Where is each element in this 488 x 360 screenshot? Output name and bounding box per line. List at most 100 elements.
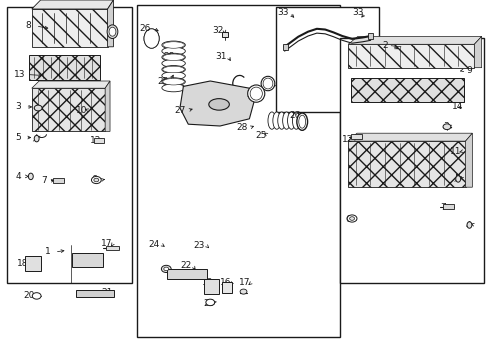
Ellipse shape [277, 112, 285, 129]
Text: 15: 15 [87, 256, 99, 264]
Ellipse shape [249, 87, 262, 100]
Ellipse shape [144, 29, 158, 48]
Text: 26: 26 [288, 111, 300, 120]
Ellipse shape [466, 222, 471, 228]
Ellipse shape [272, 112, 280, 129]
Bar [350, 134, 361, 139]
Polygon shape [347, 36, 481, 44]
Text: 4: 4 [16, 172, 21, 181]
Text: 21: 21 [101, 288, 112, 297]
Text: 28: 28 [236, 123, 248, 132]
Text: 30: 30 [263, 79, 275, 88]
Ellipse shape [162, 84, 185, 92]
Ellipse shape [162, 47, 185, 55]
Text: 24: 24 [148, 240, 160, 248]
Ellipse shape [34, 135, 39, 142]
Bar [221, 32, 228, 37]
Text: 7: 7 [439, 203, 445, 212]
Ellipse shape [163, 42, 184, 48]
Bar [32, 88, 105, 131]
Bar [276, 7, 378, 112]
Ellipse shape [282, 112, 290, 129]
Circle shape [161, 265, 171, 273]
Ellipse shape [298, 115, 305, 128]
Bar [25, 256, 41, 271]
Ellipse shape [263, 78, 272, 89]
Text: 12: 12 [89, 136, 101, 145]
Text: 33: 33 [352, 9, 364, 18]
Polygon shape [32, 81, 110, 88]
Text: 19: 19 [202, 278, 213, 287]
Text: 9: 9 [466, 66, 471, 75]
Circle shape [32, 293, 41, 299]
Text: 33: 33 [276, 9, 288, 18]
Text: 26: 26 [139, 23, 150, 32]
Ellipse shape [261, 76, 274, 91]
Text: 14: 14 [450, 102, 462, 112]
Text: 12: 12 [341, 135, 352, 144]
Circle shape [34, 105, 42, 111]
Bar [367, 33, 372, 39]
Text: 13: 13 [14, 70, 25, 79]
Ellipse shape [162, 66, 185, 73]
Text: 5: 5 [453, 174, 459, 183]
Text: 1: 1 [45, 248, 51, 256]
Ellipse shape [163, 54, 184, 60]
Bar [53, 178, 63, 183]
Bar [94, 138, 103, 143]
Ellipse shape [292, 112, 300, 129]
Text: 4: 4 [465, 220, 470, 230]
Text: 22: 22 [180, 261, 191, 270]
Text: 28: 28 [163, 52, 175, 61]
Text: 16: 16 [219, 278, 231, 287]
Ellipse shape [162, 53, 185, 61]
Text: 6: 6 [345, 215, 350, 224]
Bar [347, 141, 465, 187]
Text: 3: 3 [16, 102, 21, 112]
Circle shape [346, 215, 356, 222]
Bar [7, 7, 132, 283]
Text: 27: 27 [174, 106, 185, 115]
Polygon shape [107, 0, 113, 47]
Text: 20: 20 [23, 292, 35, 300]
Text: 11: 11 [449, 147, 461, 156]
Ellipse shape [145, 30, 157, 47]
Text: 7: 7 [41, 176, 47, 185]
Bar [282, 44, 287, 50]
Circle shape [349, 217, 354, 220]
Polygon shape [180, 81, 254, 126]
Text: 5: 5 [16, 133, 21, 142]
Text: 6: 6 [91, 175, 97, 184]
Text: 31: 31 [215, 52, 226, 61]
Text: 29: 29 [246, 90, 258, 99]
Ellipse shape [162, 72, 185, 80]
Text: 10: 10 [76, 106, 88, 115]
Text: 25: 25 [254, 130, 266, 139]
Bar [204, 279, 219, 294]
Circle shape [240, 289, 246, 294]
Circle shape [91, 176, 101, 184]
Polygon shape [473, 36, 481, 68]
Text: 2: 2 [381, 41, 387, 50]
Polygon shape [105, 81, 110, 131]
Ellipse shape [162, 41, 185, 49]
Ellipse shape [144, 29, 159, 48]
Polygon shape [32, 0, 113, 9]
Bar [339, 38, 483, 283]
Text: 20: 20 [203, 299, 214, 307]
Ellipse shape [162, 59, 185, 67]
Bar [442, 204, 453, 209]
Ellipse shape [162, 78, 185, 86]
Text: 3: 3 [442, 122, 448, 131]
Bar [105, 246, 119, 250]
Ellipse shape [107, 25, 118, 39]
Bar [350, 78, 463, 102]
Ellipse shape [109, 27, 116, 36]
Circle shape [442, 124, 450, 130]
Text: 18: 18 [17, 259, 28, 268]
Bar [167, 269, 207, 279]
Ellipse shape [163, 78, 184, 85]
Ellipse shape [267, 112, 275, 129]
Polygon shape [347, 133, 471, 141]
Bar [32, 9, 107, 47]
